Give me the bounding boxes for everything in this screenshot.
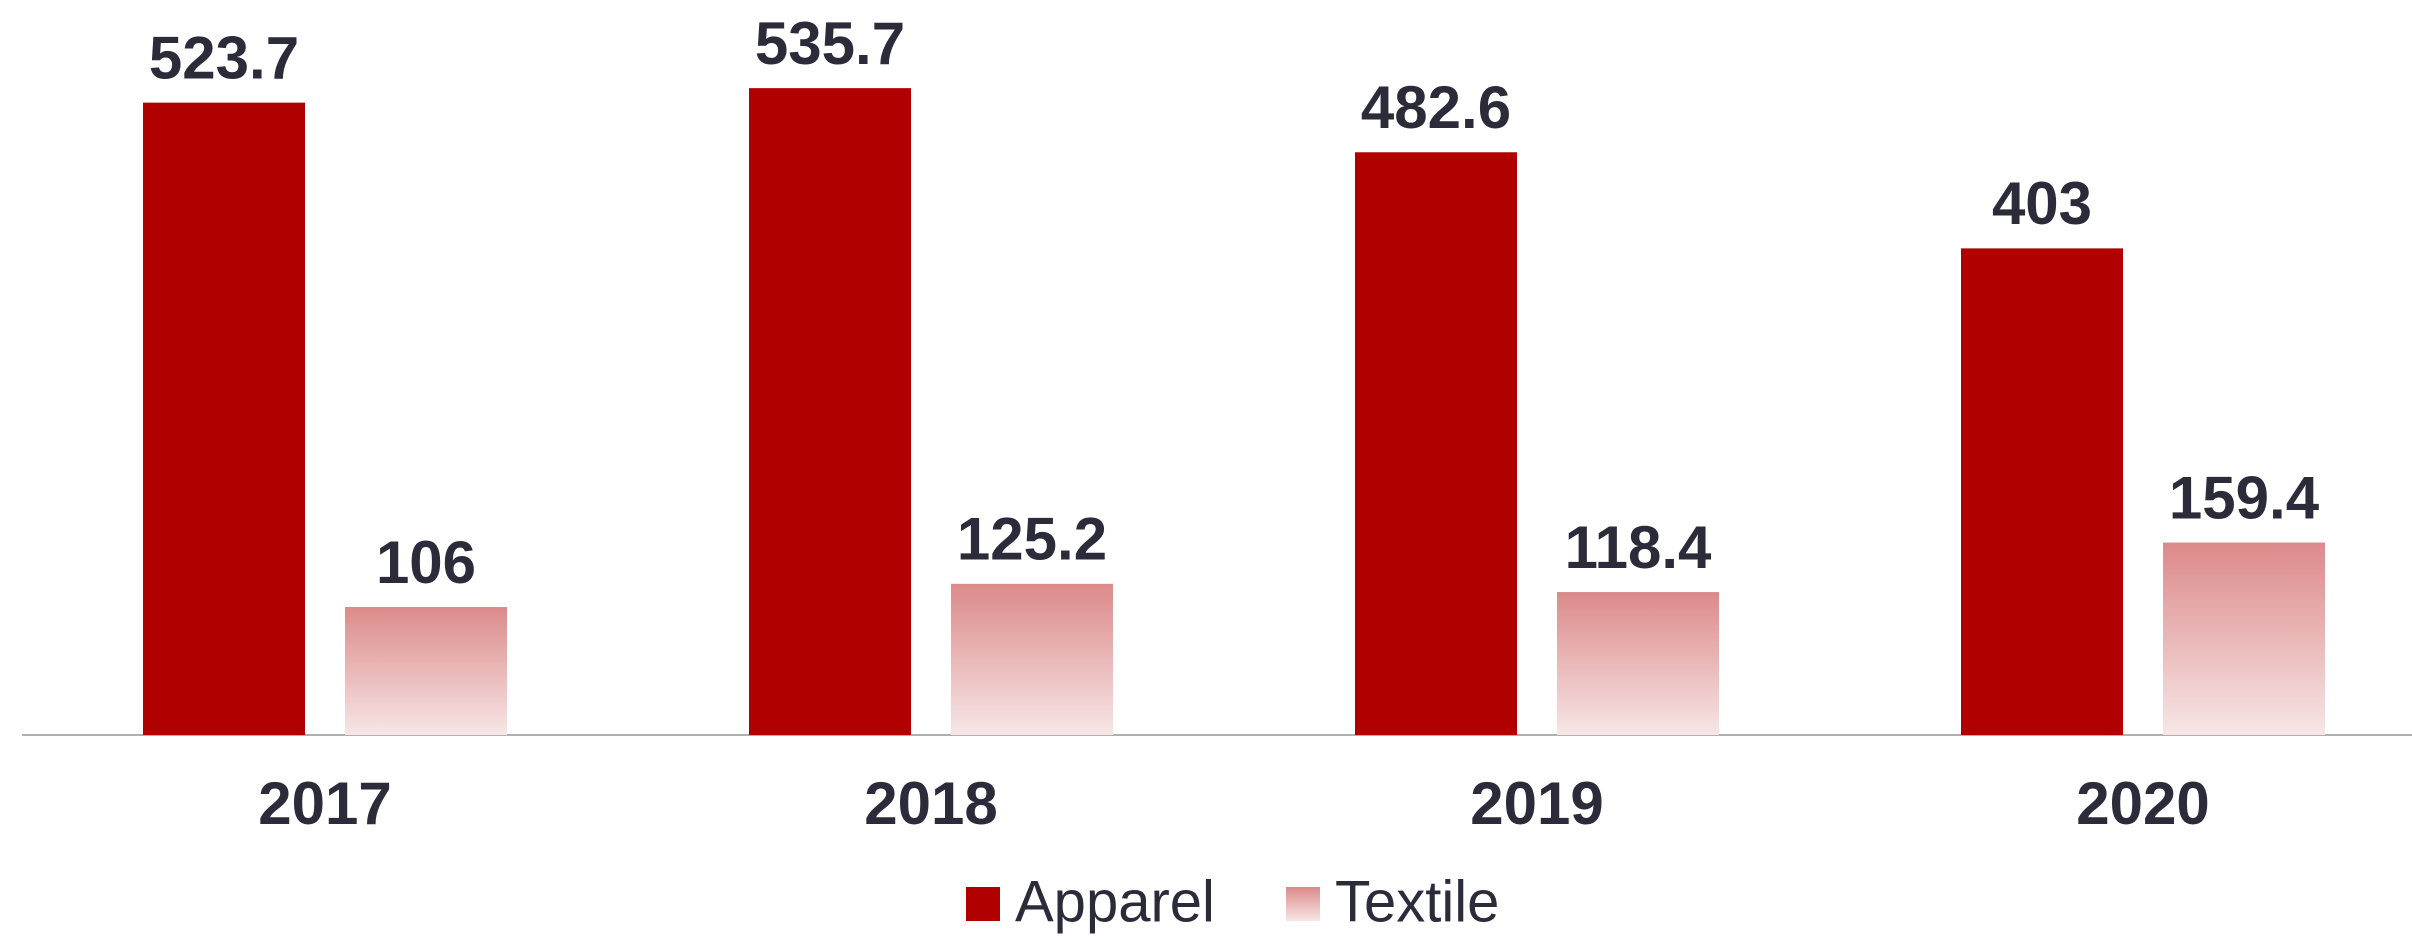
bar bbox=[143, 102, 305, 735]
legend-swatch bbox=[1286, 887, 1320, 921]
value-label: 482.6 bbox=[1361, 74, 1511, 141]
bar bbox=[2163, 542, 2325, 735]
legend-label: Apparel bbox=[1015, 869, 1215, 934]
value-label: 159.4 bbox=[2169, 464, 2320, 531]
value-label: 118.4 bbox=[1565, 514, 1712, 581]
legend-swatch bbox=[966, 887, 1000, 921]
x-tick-label: 2020 bbox=[2076, 770, 2209, 837]
bar bbox=[951, 583, 1113, 735]
x-tick-label: 2018 bbox=[864, 770, 997, 837]
bar bbox=[1961, 248, 2123, 735]
x-tick-label: 2017 bbox=[258, 770, 391, 837]
value-label: 125.2 bbox=[957, 506, 1107, 573]
x-tick-label: 2019 bbox=[1470, 770, 1603, 837]
bar bbox=[749, 88, 911, 735]
bar bbox=[1557, 592, 1719, 735]
value-label: 523.7 bbox=[149, 24, 299, 91]
value-label: 535.7 bbox=[755, 10, 905, 77]
value-label: 106 bbox=[376, 529, 476, 596]
bar bbox=[345, 607, 507, 735]
bar bbox=[1355, 152, 1517, 735]
legend-label: Textile bbox=[1335, 869, 1499, 934]
value-label: 403 bbox=[1992, 170, 2092, 237]
